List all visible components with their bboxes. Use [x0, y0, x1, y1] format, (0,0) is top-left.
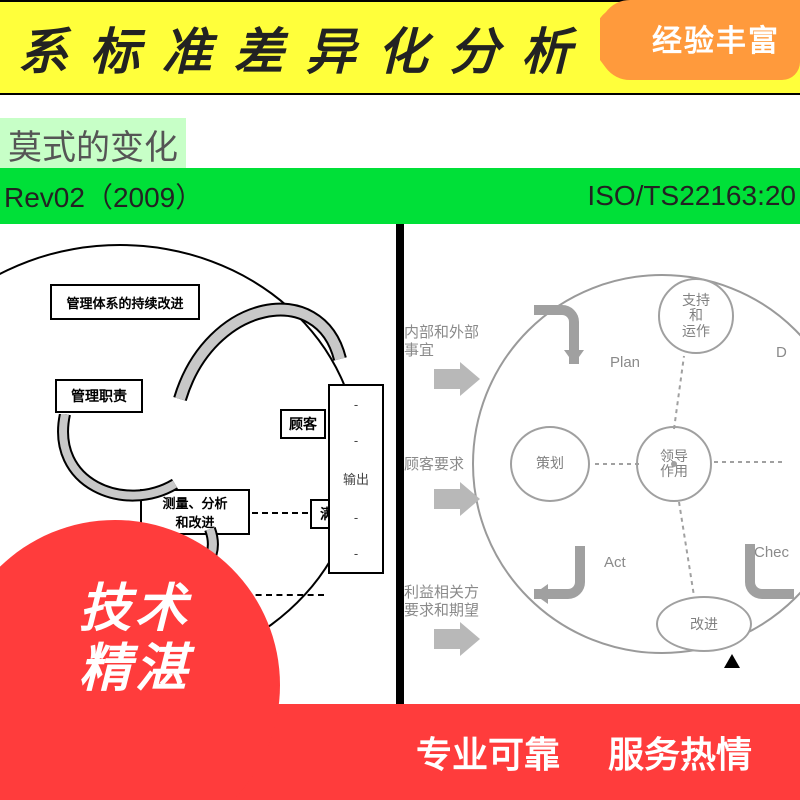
page-title: 系 标 准 差 异 化 分 析	[18, 12, 575, 84]
block-arrow-a-icon	[434, 362, 480, 396]
badge-text: 技术 精湛	[79, 580, 191, 700]
ext-input-c-line2: 要求和期望	[404, 602, 479, 619]
pdca-do-label: D	[776, 344, 787, 361]
box-output-label: 输出	[343, 469, 369, 488]
ext-input-c: 利益相关方 要求和期望	[404, 584, 479, 620]
column-header-left: Rev02（2009）	[0, 168, 400, 224]
block-arrow-b-icon	[434, 482, 480, 516]
ext-input-b: 顾客要求	[404, 456, 464, 474]
dashed-connector-1	[252, 512, 308, 514]
column-header-strip: Rev02（2009） ISO/TS22163:20	[0, 168, 800, 224]
box-mgmt: 管理职责	[55, 379, 143, 413]
subtitle: 莫式的变化	[0, 118, 186, 171]
ext-input-a-line2: 事宜	[404, 342, 434, 359]
ext-input-a: 内部和外部 事宜	[404, 324, 479, 360]
pdca-arrow-bl-icon	[524, 534, 594, 604]
canvas: 系 标 准 差 异 化 分 析 莫式的变化 Rev02（2009） ISO/TS…	[0, 0, 800, 800]
pdca-check-label: Chec	[754, 544, 789, 561]
column-separator	[396, 224, 404, 704]
bottom-text-service: 服务热情	[608, 726, 752, 778]
marker-triangle-icon	[724, 654, 740, 668]
right-diagram-panel: 支持 和 运作 策划 领导 作用 改进 Plan D Act Chec	[404, 224, 800, 704]
ext-input-a-line1: 内部和外部	[404, 324, 479, 341]
top-right-tag-text: 经验丰富	[652, 16, 780, 60]
ext-input-c-line1: 利益相关方	[404, 584, 479, 601]
loop-arrow-top-icon	[170, 269, 350, 419]
ext-input-b-line1: 顾客要求	[404, 456, 464, 473]
loop-arrow-mid-icon	[55, 414, 185, 524]
block-arrow-c-icon	[434, 622, 480, 656]
pdca-arrow-tl-icon	[524, 304, 594, 374]
top-right-tag: 经验丰富	[600, 0, 800, 80]
column-header-right: ISO/TS22163:20	[400, 168, 800, 224]
pdca-plan-label: Plan	[610, 354, 640, 371]
bottom-text-reliable: 专业可靠	[416, 726, 560, 778]
pdca-act-label: Act	[604, 554, 626, 571]
